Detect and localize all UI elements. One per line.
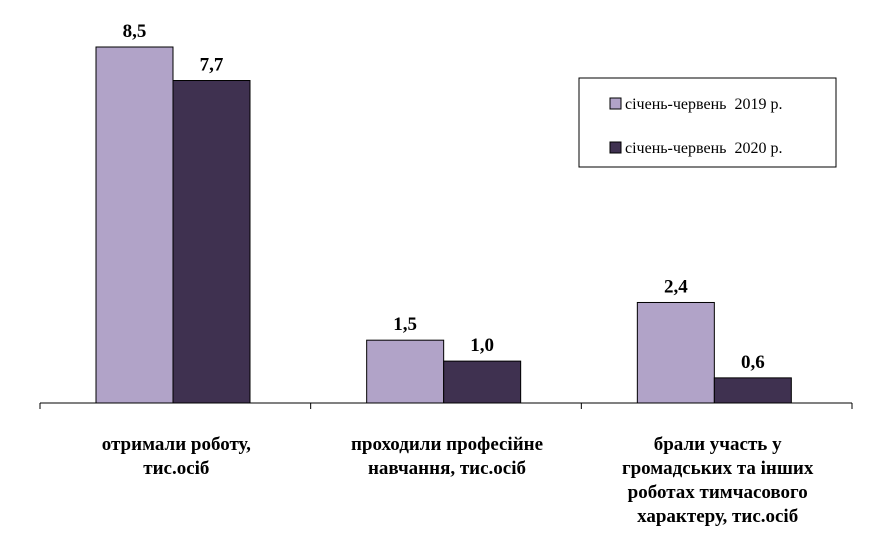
legend-entry: січень-червень 2019 р.: [625, 96, 782, 113]
category-label-line: брали участь у: [654, 434, 782, 455]
legend-swatch: [609, 141, 622, 154]
data-label: 0,6: [741, 352, 765, 373]
category-label-line: тис.осіб: [143, 458, 209, 479]
legend-swatch: [609, 97, 622, 110]
category-label-line: отримали роботу,: [102, 434, 251, 455]
category-label: отримали роботу, тис.осіб: [102, 434, 251, 479]
bars-group: 8,5 7,7 1,5 1,0 2,4 0,6: [95, 21, 792, 404]
bar-2020-cat2: [443, 360, 522, 404]
category-label-line: роботах тимчасового: [628, 482, 808, 503]
data-label: 7,7: [200, 55, 224, 76]
category-label: брали участь у громадських та інших робота…: [622, 434, 814, 527]
category-label-line: проходили професійне: [351, 434, 543, 455]
bar-2019-cat1: [95, 46, 174, 404]
data-label: 1,0: [470, 335, 494, 356]
bar-2020-cat3: [713, 377, 792, 404]
category-label: проходили професійне навчання, тис.осіб: [351, 434, 543, 479]
data-label: 8,5: [123, 21, 147, 42]
legend-entry: січень-червень 2020 р.: [625, 140, 782, 157]
data-label: 2,4: [664, 276, 688, 297]
data-label: 1,5: [393, 314, 417, 335]
category-labels: отримали роботу, тис.осіб проходили профес…: [102, 434, 814, 527]
legend: січень-червень 2019 р. січень-червень 202…: [578, 77, 837, 168]
bar-2019-cat2: [366, 339, 445, 404]
category-label-line: характеру, тис.осіб: [637, 506, 798, 527]
bar-2020-cat1: [172, 80, 251, 404]
bar-2019-cat3: [636, 301, 715, 404]
legend-box: [578, 77, 837, 168]
x-axis: [39, 402, 853, 409]
category-label-line: навчання, тис.осіб: [368, 458, 526, 479]
category-label-line: громадських та інших: [622, 458, 814, 479]
